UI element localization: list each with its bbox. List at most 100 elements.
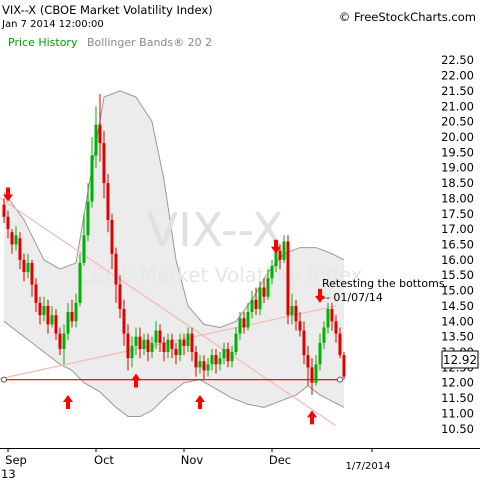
candle-body: [314, 364, 318, 383]
y-tick-label: 15.50: [441, 268, 474, 282]
candle-body: [98, 124, 102, 144]
candle-body: [222, 348, 226, 359]
candle: [118, 275, 122, 319]
candle: [162, 336, 166, 362]
candle: [338, 327, 342, 359]
candle: [310, 358, 314, 396]
candle-body: [218, 358, 222, 365]
candle: [150, 336, 154, 359]
candle: [342, 352, 346, 380]
candle: [326, 302, 330, 334]
candle: [278, 244, 282, 270]
candle-body: [326, 309, 330, 328]
y-tick-label: 15.00: [441, 284, 474, 298]
candle: [266, 269, 270, 300]
y-tick-label: 11.00: [441, 406, 474, 420]
candle: [258, 281, 262, 316]
candle: [26, 253, 30, 279]
candle: [62, 324, 66, 365]
candle: [86, 183, 90, 242]
candle-body: [282, 241, 286, 260]
candle-body: [266, 278, 270, 297]
candle: [74, 293, 78, 328]
candle-body: [122, 309, 126, 334]
candle-body: [242, 318, 246, 328]
candle: [294, 299, 298, 331]
candle-body: [194, 352, 198, 368]
candle-body: [174, 348, 178, 356]
candle: [330, 302, 334, 331]
candle-body: [278, 250, 282, 260]
y-tick-label: 19.50: [441, 145, 474, 159]
y-tick-label: 13.50: [441, 330, 474, 344]
candle: [314, 355, 318, 386]
candle: [190, 327, 194, 362]
candle-body: [18, 238, 22, 260]
x-tick-label: 1/7/2014: [346, 461, 391, 472]
candle: [110, 213, 114, 270]
support-line-anchor: [1, 376, 7, 383]
candle-body: [106, 183, 110, 220]
candle-body: [322, 327, 326, 343]
candle: [286, 235, 290, 325]
x-tick-label: Oct: [94, 453, 114, 467]
candle: [234, 327, 238, 356]
candle-body: [170, 339, 174, 349]
arrow-up-icon: [195, 395, 205, 410]
copyright-text[interactable]: © FreeStockCharts.com: [338, 10, 476, 24]
candle: [254, 287, 258, 316]
candle-body: [318, 342, 322, 365]
y-tick-label: 22.00: [441, 69, 474, 83]
candle-body: [58, 333, 62, 349]
candle-body: [154, 330, 158, 343]
candle: [282, 235, 286, 263]
candle: [34, 278, 38, 313]
candle-body: [22, 259, 26, 273]
candle: [138, 327, 142, 359]
candle: [78, 253, 82, 306]
candle: [186, 327, 190, 353]
candle-body: [150, 342, 154, 353]
candle: [250, 290, 254, 319]
candle: [322, 321, 326, 349]
y-tick-label: 20.50: [441, 115, 474, 129]
last-price-label: 12.92: [443, 353, 477, 367]
y-tick-label: 17.00: [441, 222, 474, 236]
candle: [202, 355, 206, 380]
legend-bollinger-bands[interactable]: Bollinger Bands® 20 2: [86, 36, 213, 49]
candle: [206, 358, 210, 377]
y-tick-label: 20.00: [441, 130, 474, 144]
candle: [238, 312, 242, 340]
candle: [154, 321, 158, 349]
candle: [82, 213, 86, 267]
candle-body: [50, 315, 54, 325]
candle-body: [82, 235, 86, 263]
candle-body: [270, 266, 274, 279]
y-tick-label: 14.00: [441, 314, 474, 328]
candle-body: [246, 312, 250, 328]
y-tick-label: 21.00: [441, 99, 474, 113]
candle-body: [78, 262, 82, 303]
y-tick-label: 18.00: [441, 191, 474, 205]
candle-body: [86, 201, 90, 236]
candle: [178, 333, 182, 362]
candle-body: [42, 305, 46, 316]
candle: [106, 173, 110, 233]
candle: [130, 336, 134, 368]
candle-body: [126, 333, 130, 359]
candle: [318, 333, 322, 371]
candle-body: [166, 339, 170, 353]
candle: [6, 210, 10, 239]
candle: [142, 333, 146, 356]
candle: [14, 226, 18, 251]
candle-body: [94, 124, 98, 156]
candle-body: [142, 339, 146, 349]
y-tick-label: 10.50: [441, 422, 474, 436]
candle-body: [10, 232, 14, 245]
candle: [242, 312, 246, 334]
legend-price-history[interactable]: Price History: [8, 36, 78, 49]
annotation-line2: -- 01/07/14: [322, 291, 383, 304]
y-tick-label: 12.00: [441, 376, 474, 390]
candle-body: [178, 339, 182, 356]
